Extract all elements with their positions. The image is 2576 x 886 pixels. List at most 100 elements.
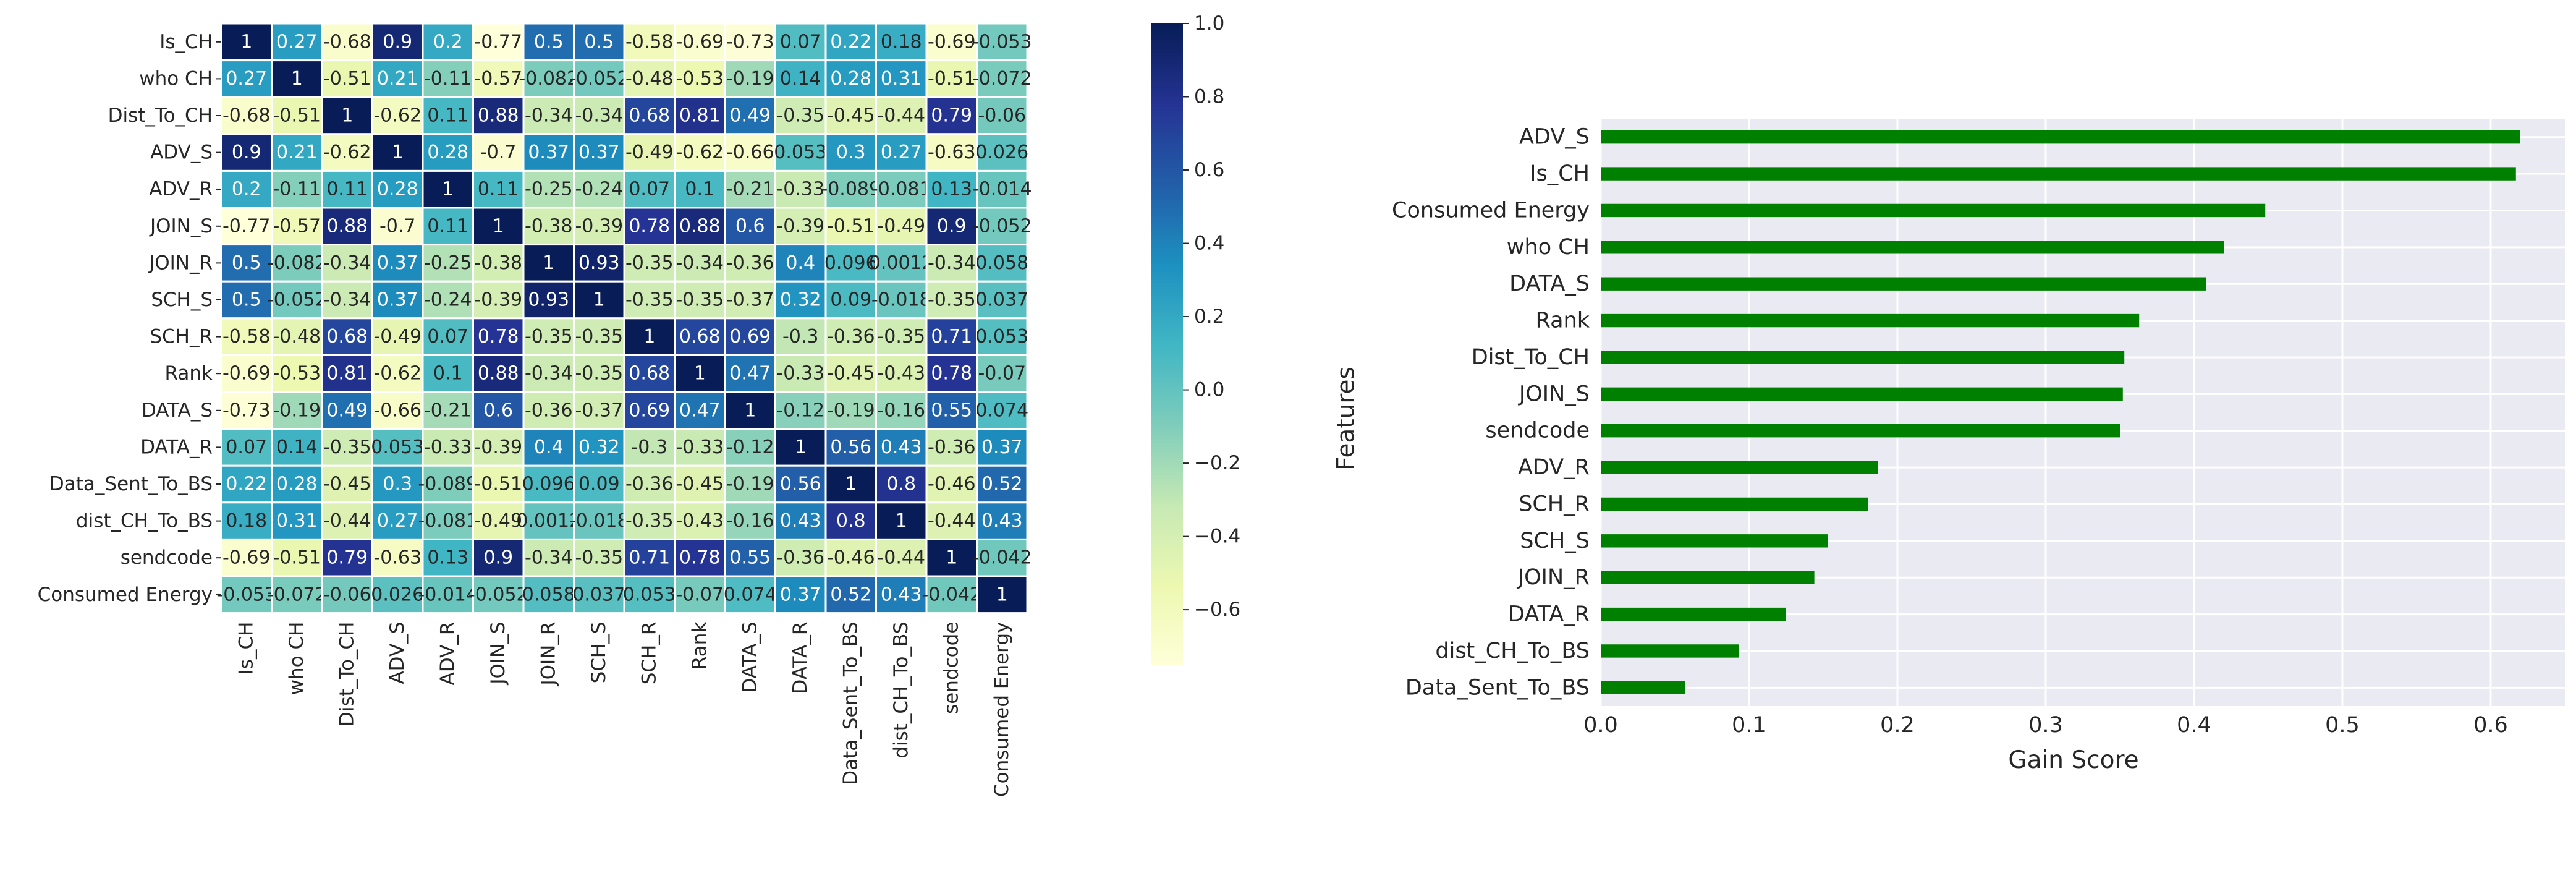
heatmap-cell-sendcode-data-s xyxy=(724,538,776,577)
heatmap-value-join-r-consumed-energy: 0.058 xyxy=(975,252,1028,274)
colorbar-segment xyxy=(1151,350,1183,355)
colorbar-segment xyxy=(1151,427,1183,432)
heatmap-value-rank-join-r: -0.34 xyxy=(525,363,573,385)
heatmap-value-rank-sch-r: 0.68 xyxy=(629,363,670,385)
colorbar-segment xyxy=(1151,97,1183,101)
bar-label-is-ch: Is_CH xyxy=(1530,161,1590,186)
heatmap-value-sch-r-rank: 0.68 xyxy=(679,326,721,347)
heatmap-cell-data-sent-to-bs-consumed-energy xyxy=(976,464,1028,504)
heatmap-value-dist-to-ch-rank: 0.81 xyxy=(679,105,721,127)
heatmap-value-data-sent-to-bs-adv-s: 0.3 xyxy=(383,474,412,495)
heatmap-value-sendcode-data-sent-to-bs: -0.46 xyxy=(827,547,875,569)
heatmap-cell-join-r-data-s xyxy=(724,244,776,283)
heatmap-value-join-r-data-sent-to-bs: 0.096 xyxy=(824,252,878,274)
bar-x-tick-label: 0.1 xyxy=(1732,713,1766,738)
heatmap-value-is-ch-data-sent-to-bs: 0.22 xyxy=(830,31,871,53)
heatmap-value-adv-s-dist-to-ch: -0.62 xyxy=(323,142,371,163)
heatmap-cell-adv-s-who-ch xyxy=(271,133,323,172)
heatmap-value-data-r-adv-s: 0.053 xyxy=(371,437,424,458)
colorbar-segment xyxy=(1151,385,1183,390)
heatmap-value-sch-r-consumed-energy: 0.053 xyxy=(975,326,1028,347)
heatmap-cell-data-r-join-s xyxy=(472,428,525,467)
colorbar-segment xyxy=(1151,33,1183,37)
heatmap-value-dist-to-ch-sendcode: 0.79 xyxy=(931,105,972,127)
heatmap-value-who-ch-adv-r: -0.11 xyxy=(424,68,472,90)
colorbar-segment xyxy=(1151,401,1183,406)
heatmap-col-label-consumed-energy: Consumed Energy xyxy=(991,622,1013,797)
heatmap-col-label-join-s: JOIN_S xyxy=(487,622,509,686)
heatmap-cell-sch-s-data-sent-to-bs xyxy=(824,280,877,320)
colorbar-segment xyxy=(1151,437,1183,441)
colorbar-segment xyxy=(1151,652,1183,656)
colorbar-segment xyxy=(1151,382,1183,386)
bar-label-dist-ch-to-bs: dist_CH_To_BS xyxy=(1435,639,1590,663)
heatmap-value-is-ch-dist-to-ch: -0.68 xyxy=(323,31,371,53)
heatmap-value-rank-consumed-energy: -0.07 xyxy=(978,363,1026,385)
colorbar-segment xyxy=(1151,276,1183,281)
heatmap-cell-dist-to-ch-sch-r xyxy=(623,96,676,135)
heatmap-value-sch-r-sch-s: -0.35 xyxy=(575,326,623,347)
heatmap-row-label-adv-s: ADV_S xyxy=(150,142,213,164)
gain-score-bar-chart: ADV_S Is_CH Consumed Energy who CH DATA_S Ran… xyxy=(1332,119,2565,774)
heatmap-value-sch-r-dist-ch-to-bs: -0.35 xyxy=(877,326,925,347)
heatmap-cell-adv-r-sch-r xyxy=(623,169,676,209)
colorbar-segment xyxy=(1151,109,1183,114)
heatmap-value-who-ch-is-ch: 0.27 xyxy=(226,68,267,90)
colorbar-segment xyxy=(1151,254,1183,258)
heatmap-cell-rank-who-ch xyxy=(271,354,323,393)
heatmap-cell-is-ch-dist-ch-to-bs xyxy=(875,22,928,62)
heatmap-row-label-data-s: DATA_S xyxy=(142,399,213,422)
colorbar-segment xyxy=(1151,414,1183,419)
heatmap-value-sch-r-is-ch: -0.58 xyxy=(222,326,271,347)
colorbar-segment xyxy=(1151,357,1183,361)
bar-x-tick-label: 0.2 xyxy=(1880,713,1915,738)
heatmap-cell-who-ch-rank xyxy=(674,59,726,98)
colorbar-segment xyxy=(1151,363,1183,367)
bar-dist-to-ch xyxy=(1601,351,2125,364)
heatmap-value-adv-r-dist-ch-to-bs: -0.081 xyxy=(871,179,931,200)
colorbar-segment xyxy=(1151,309,1183,313)
colorbar-segment xyxy=(1151,23,1183,28)
heatmap-cell-consumed-energy-sendcode xyxy=(925,575,978,615)
heatmap-cell-sendcode-dist-to-ch xyxy=(321,538,373,577)
heatmap-value-is-ch-consumed-energy: -0.053 xyxy=(972,31,1032,53)
colorbar-segment xyxy=(1151,244,1183,249)
colorbar-segment xyxy=(1151,328,1183,332)
heatmap-value-data-s-who-ch: -0.19 xyxy=(273,399,321,421)
heatmap-value-dist-ch-to-bs-who-ch: 0.31 xyxy=(276,510,318,532)
colorbar-segment xyxy=(1151,187,1183,191)
colorbar-segment xyxy=(1151,206,1183,210)
colorbar-segment xyxy=(1151,341,1183,345)
heatmap-value-sendcode-adv-r: 0.13 xyxy=(427,547,468,569)
heatmap-col-label-is-ch: Is_CH xyxy=(235,622,258,675)
colorbar-segment xyxy=(1151,219,1183,223)
heatmap-value-sch-s-join-r: 0.93 xyxy=(528,289,569,311)
colorbar-segment xyxy=(1151,142,1183,147)
colorbar-segment xyxy=(1151,132,1183,137)
heatmap-value-dist-to-ch-is-ch: -0.68 xyxy=(222,105,271,127)
heatmap-value-is-ch-sendcode: -0.69 xyxy=(928,31,976,53)
heatmap-value-join-r-data-s: -0.36 xyxy=(726,252,774,274)
bar-label-data-r: DATA_R xyxy=(1508,602,1590,627)
heatmap-cell-sendcode-join-r xyxy=(522,538,575,577)
colorbar-segment xyxy=(1151,241,1183,245)
colorbar-segment xyxy=(1151,232,1183,236)
heatmap-value-data-r-data-s: -0.12 xyxy=(726,437,774,458)
heatmap-value-sch-r-dist-to-ch: 0.68 xyxy=(326,326,368,347)
colorbar-segment xyxy=(1151,151,1183,156)
heatmap-value-rank-sendcode: 0.78 xyxy=(931,363,972,385)
colorbar-segment xyxy=(1151,267,1183,271)
colorbar-segment xyxy=(1151,354,1183,358)
colorbar-segment xyxy=(1151,433,1183,438)
heatmap-value-data-r-rank: -0.33 xyxy=(676,437,724,458)
colorbar-segment xyxy=(1151,552,1183,556)
heatmap-row-label-dist-to-ch: Dist_To_CH xyxy=(108,104,213,127)
heatmap-cell-data-r-join-r xyxy=(522,428,575,467)
heatmap-value-adv-s-sch-r: -0.49 xyxy=(625,142,674,163)
heatmap-cell-sch-s-data-s xyxy=(724,280,776,320)
heatmap-col-label-join-r: JOIN_R xyxy=(538,622,560,687)
heatmap-value-data-s-dist-to-ch: 0.49 xyxy=(326,399,368,421)
heatmap-value-adv-r-consumed-energy: -0.014 xyxy=(972,179,1032,200)
colorbar-segment xyxy=(1151,607,1183,611)
heatmap-cell-is-ch-join-s xyxy=(472,22,525,62)
